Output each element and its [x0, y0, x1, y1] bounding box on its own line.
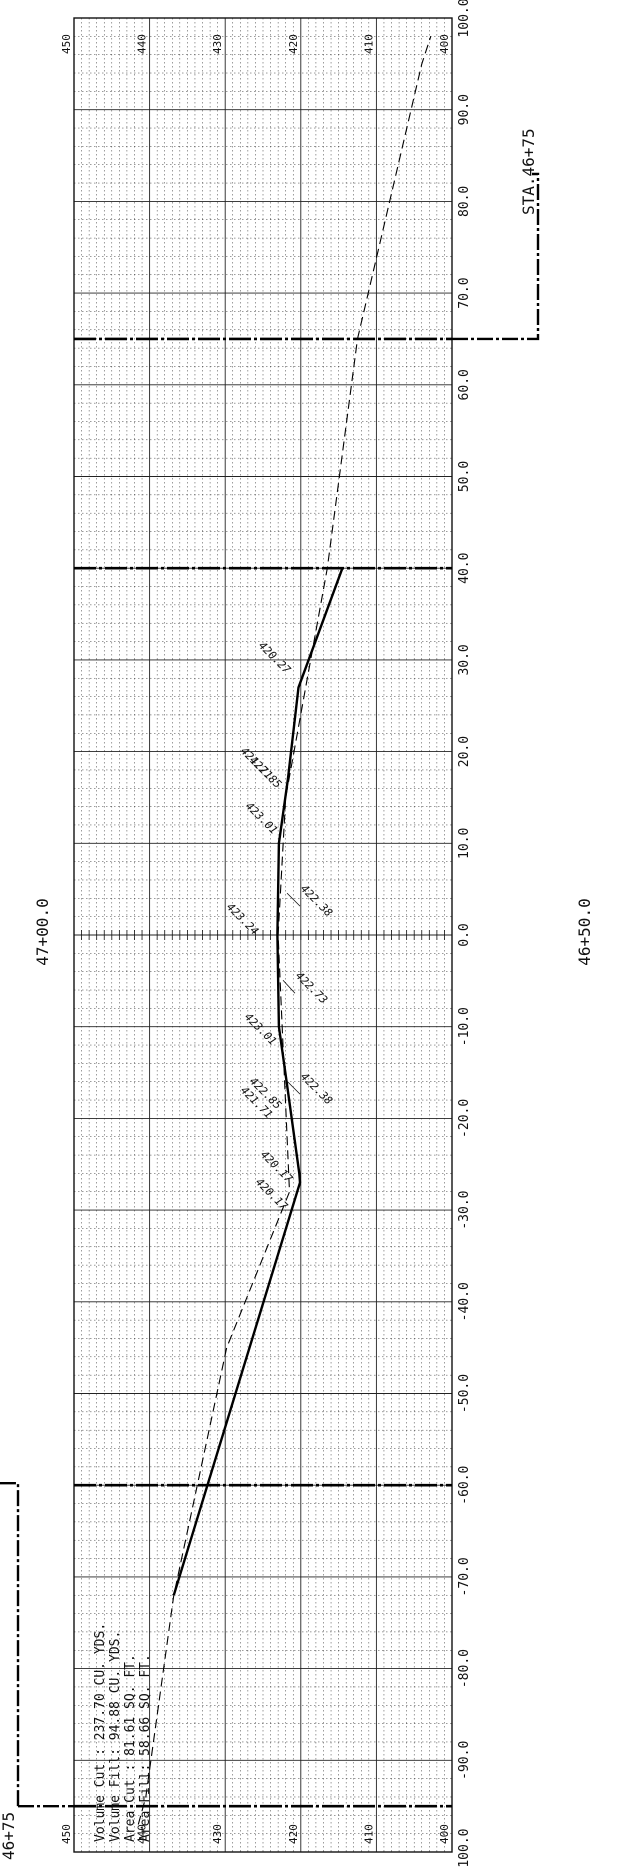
station-label-upper-center: 47+00.0: [33, 898, 52, 965]
station-marker-bottom: [0, 1481, 20, 1807]
volume-cut: Volume Cut : 237.70 CU. YDS.: [93, 1623, 108, 1842]
area-cut: Area Cut : 81.61 SQ. FT.: [123, 1654, 138, 1842]
elevation-label: 440: [136, 1824, 149, 1844]
offset-label: 60.0: [457, 369, 472, 400]
offset-label: 100.0: [457, 0, 472, 38]
profile-lines: [137, 36, 432, 1825]
offset-labels: 100.0 90.0 80.0 70.0 60.0 50.0 40.0 30.0 20.0 10.…: [457, 0, 472, 1869]
offset-label: 80.0: [457, 186, 472, 217]
offset-label: 10.0: [457, 828, 472, 859]
station-label-left: 46+75: [0, 1812, 18, 1860]
point-label: 420.27: [256, 639, 294, 677]
offset-label: -50.0: [457, 1374, 472, 1413]
offset-label: 70.0: [457, 277, 472, 308]
elevation-label: 400: [438, 34, 451, 54]
offset-label: 30.0: [457, 644, 472, 675]
offset-label: -90.0: [457, 1741, 472, 1780]
elevation-label: 430: [211, 34, 224, 54]
point-label: 422.38: [298, 882, 336, 920]
grid-frame: [73, 17, 453, 1853]
point-label: 423.01: [242, 1010, 279, 1047]
elevation-label: 430: [211, 1824, 224, 1844]
offset-label: -70.0: [457, 1557, 472, 1596]
offset-label: 50.0: [457, 461, 472, 492]
offset-label: -80.0: [457, 1649, 472, 1688]
point-label: 422.38: [298, 1070, 336, 1108]
elevation-label: 420: [287, 34, 300, 54]
point-label: 423.01: [243, 800, 280, 837]
offset-label: -60.0: [457, 1466, 472, 1505]
station-label-top: STA.46+75: [519, 128, 538, 215]
point-label-leader: [286, 892, 301, 907]
elevation-label: 450: [60, 34, 73, 54]
volume-fill: Volume Fill: 94.88 CU. YDS.: [108, 1631, 123, 1842]
offset-label: -10.0: [457, 1007, 472, 1046]
bold-station-lines: [74, 337, 452, 1808]
elevation-label: 410: [362, 34, 375, 54]
point-label-leader: [282, 979, 296, 994]
offset-label: -30.0: [457, 1191, 472, 1230]
offset-label: -100.0: [457, 1829, 472, 1869]
station-label-lower-center: 46+50.0: [575, 898, 594, 965]
station-marker-top: [452, 172, 540, 341]
elevation-label: 420: [287, 1824, 300, 1844]
existing-ground-line: [172, 567, 344, 1596]
offset-label: 0.0: [457, 923, 472, 946]
offset-label: 90.0: [457, 94, 472, 125]
grid: [73, 18, 453, 1852]
area-fill: Area Fill: 58.66 SQ. FT.: [138, 1654, 153, 1842]
point-label-leader: [286, 1080, 301, 1095]
elevation-label: 400: [438, 1824, 451, 1844]
elevation-label: 410: [362, 1824, 375, 1844]
elevation-labels-bottom: 450 440 430 420 410 400: [60, 1824, 451, 1844]
point-label: 422.85: [247, 754, 284, 791]
offset-label: -40.0: [457, 1282, 472, 1321]
station-markers: [0, 172, 540, 1808]
offset-label: 40.0: [457, 553, 472, 584]
frame-border: [73, 17, 453, 1853]
elevation-labels-top: 450 440 430 420 410 400: [60, 34, 451, 54]
proposed-grade-line: [137, 36, 432, 1825]
elevation-label: 440: [136, 34, 149, 54]
offset-label: -20.0: [457, 1099, 472, 1138]
volume-info-box: Volume Cut : 237.70 CU. YDS. Volume Fill…: [93, 1623, 153, 1842]
offset-label: 20.0: [457, 736, 472, 767]
point-label: 422.73: [293, 969, 330, 1006]
elevation-label: 450: [60, 1824, 73, 1844]
